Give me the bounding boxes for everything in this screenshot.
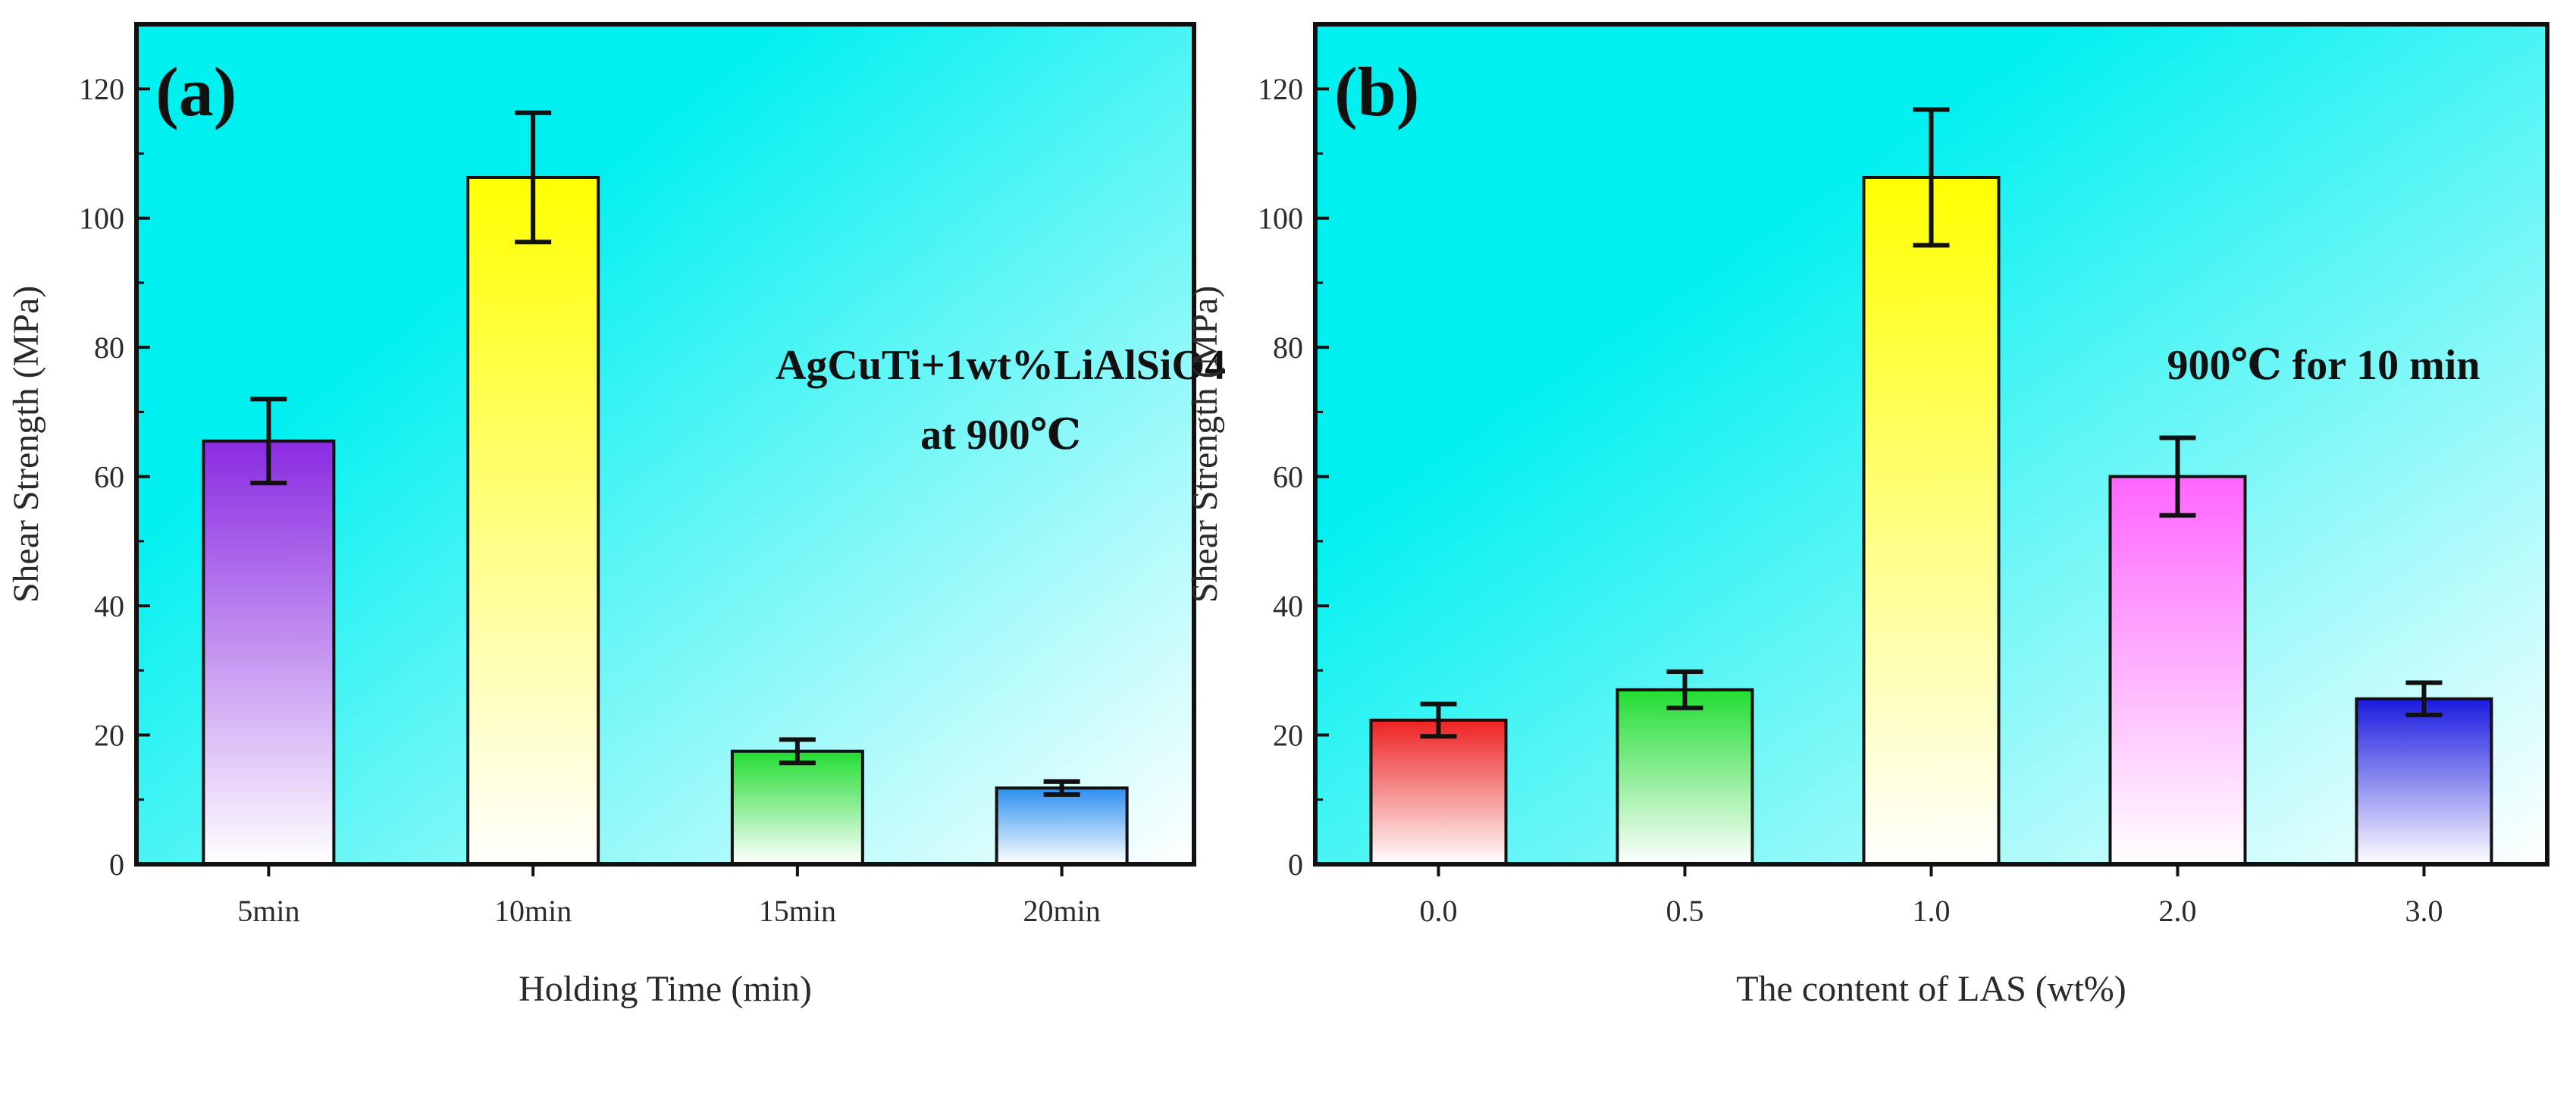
y-tick-label: 60 [94,460,124,494]
annotation-line-1: 900℃ for 10 min [2167,342,2480,389]
bars [202,110,1129,867]
panel-label: (a) [155,53,237,130]
y-tick-label: 80 [94,331,124,365]
x-axis-title: The content of LAS (wt%) [1736,969,2126,1009]
x-tick-label: 5min [237,894,299,928]
bar [2355,697,2493,866]
x-tick-label: 0.0 [1420,894,1458,928]
x-tick-label: 1.0 [1913,894,1951,928]
x-tick-label: 20min [1023,894,1101,928]
x-tick-label: 0.5 [1666,894,1704,928]
y-tick-label: 60 [1273,460,1303,494]
plot-frame [134,22,1196,867]
bars [1369,107,2493,867]
annotation-line-1: AgCuTi+1wt%LiAlSiO4 [776,342,1226,389]
y-tick-label: 40 [1273,589,1303,623]
y-ticks: 0 20 40 60 80 100 120 [79,23,150,882]
y-tick-label: 120 [1258,72,1303,106]
x-tick-label: 15min [759,894,836,928]
y-tick-label: 80 [1273,331,1303,365]
y-tick-label: 100 [79,202,124,236]
y-tick-label: 100 [1258,202,1303,236]
annotation-line-2: at 900℃ [920,412,1081,459]
plot-frame [1313,22,2549,867]
bar [1862,175,2001,866]
y-tick-label: 0 [1288,848,1303,882]
panel-b: 0 20 40 60 80 100 120 0.0 0.5 1.0 2.0 3.0 (b) 900℃… [1185,22,2549,1009]
x-axis-title: Holding Time (min) [519,969,812,1009]
x-ticks: 0.0 0.5 1.0 2.0 3.0 [1420,864,2443,928]
bar [730,749,864,866]
bar [2108,475,2247,866]
bar [995,786,1129,867]
y-tick-label: 120 [79,72,124,106]
x-tick-label: 3.0 [2405,894,2443,928]
x-tick-label: 2.0 [2159,894,2197,928]
y-tick-label: 20 [1273,719,1303,753]
y-axis-title: Shear Strength (MPa) [6,286,46,603]
y-tick-label: 20 [94,719,124,753]
y-axis-title: Shear Strength (MPa) [1185,286,1225,603]
bar [466,175,600,866]
bar [202,439,336,866]
bar [1615,688,1754,867]
y-tick-label: 0 [109,848,124,882]
bar [1369,718,1508,866]
panel-label: (b) [1334,53,1419,130]
x-ticks: 5min 10min 15min 20min [237,864,1101,928]
y-tick-label: 40 [94,589,124,623]
x-tick-label: 10min [494,894,572,928]
